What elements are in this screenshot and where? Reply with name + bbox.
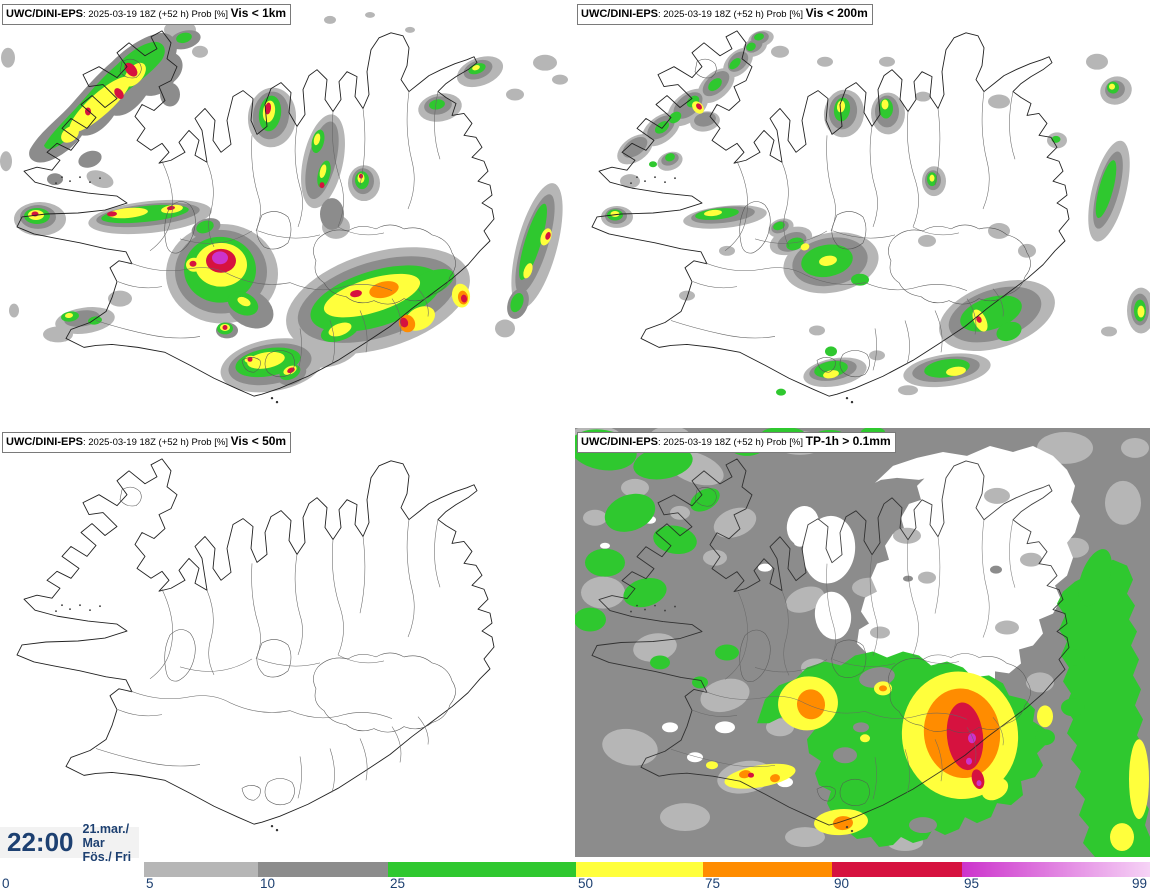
model-name: UWC/DINI-EPS (581, 436, 658, 448)
valid-time: 22:00 (7, 827, 74, 857)
colorbar-segment (258, 862, 388, 877)
map-panel-vis-200m: UWC/DINI-EPS: 2025-03-19 18Z (+52 h) Pro… (575, 0, 1150, 428)
variable-label: Vis < 1km (230, 6, 287, 20)
colorbar-label: 99 (1131, 876, 1147, 891)
colorbar-label: 95 (964, 876, 980, 891)
colorbar-segment (962, 862, 1150, 877)
colorbar-segment (576, 862, 703, 877)
run-info: : 2025-03-19 18Z (+52 h) Prob [%] (658, 9, 806, 20)
panel-title-vis-50m: UWC/DINI-EPS: 2025-03-19 18Z (+52 h) Pro… (2, 432, 292, 453)
colorbar-label: 50 (578, 876, 594, 891)
panel-title-vis-200m: UWC/DINI-EPS: 2025-03-19 18Z (+52 h) Pro… (577, 4, 873, 25)
valid-date-line1: 21.mar./ Mar (82, 821, 130, 850)
run-info: : 2025-03-19 18Z (+52 h) Prob [%] (658, 437, 806, 448)
colorbar-segment (388, 862, 576, 877)
map-panel-precip: UWC/DINI-EPS: 2025-03-19 18Z (+52 h) Pro… (575, 428, 1150, 857)
colorbar-labels: 0 5 10 25 50 75 90 95 99 (0, 876, 1150, 891)
model-name: UWC/DINI-EPS (6, 436, 83, 448)
run-info: : 2025-03-19 18Z (+52 h) Prob [%] (83, 437, 231, 448)
model-name: UWC/DINI-EPS (581, 8, 658, 20)
valid-date-line2: Fös./ Fri (82, 849, 132, 864)
panel-title-vis-1km: UWC/DINI-EPS: 2025-03-19 18Z (+52 h) Pro… (2, 4, 292, 25)
colorbar-segment (703, 862, 832, 877)
panel-title-precip: UWC/DINI-EPS: 2025-03-19 18Z (+52 h) Pro… (577, 432, 896, 453)
colorbar-segment (0, 862, 144, 877)
colorbar-label: 0 (2, 876, 10, 891)
colorbar-label: 25 (390, 876, 406, 891)
valid-time-box: 22:00 21.mar./ Mar Fös./ Fri (0, 822, 139, 864)
variable-label: Vis < 200m (805, 6, 868, 20)
colorbar-label: 10 (260, 876, 276, 891)
map-panel-vis-50m: UWC/DINI-EPS: 2025-03-19 18Z (+52 h) Pro… (0, 428, 575, 856)
variable-label: TP-1h > 0.1mm (805, 434, 891, 448)
colorbar-label: 75 (705, 876, 721, 891)
model-name: UWC/DINI-EPS (6, 8, 83, 20)
colorbar-segment (144, 862, 258, 877)
probability-colorbar (0, 862, 1150, 877)
map-panel-vis-1km: UWC/DINI-EPS: 2025-03-19 18Z (+52 h) Pro… (0, 0, 575, 428)
variable-label: Vis < 50m (230, 434, 287, 448)
colorbar-label: 5 (146, 876, 154, 891)
colorbar-label: 90 (834, 876, 850, 891)
colorbar-segment (832, 862, 962, 877)
valid-date: 21.mar./ Mar Fös./ Fri (83, 822, 140, 864)
run-info: : 2025-03-19 18Z (+52 h) Prob [%] (83, 9, 231, 20)
